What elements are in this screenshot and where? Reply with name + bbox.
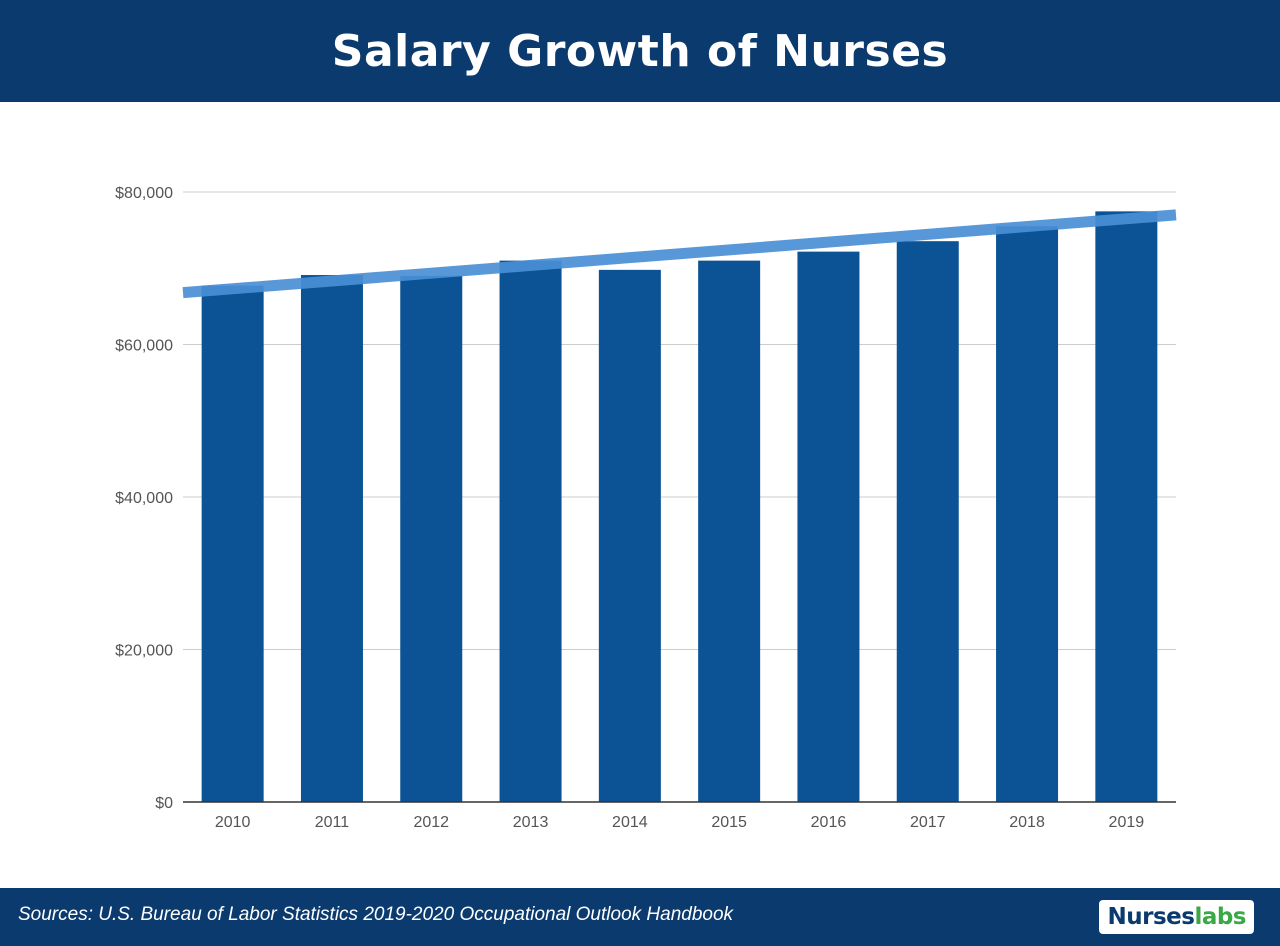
header-bar: Salary Growth of Nurses (0, 0, 1280, 102)
x-tick-label: 2014 (612, 814, 648, 831)
bar-2017 (896, 241, 959, 802)
x-tick-label: 2017 (910, 814, 946, 831)
x-tick-label: 2010 (215, 814, 251, 831)
x-tick-label: 2016 (811, 814, 847, 831)
trendline (182, 209, 1177, 299)
y-tick-label: $0 (155, 795, 173, 812)
nurseslabs-logo[interactable]: Nurses labs (1099, 900, 1254, 934)
bar-2015 (698, 260, 761, 802)
bars (201, 211, 1158, 802)
y-axis-ticks: $0 $20,000 $40,000 $60,000 $80,000 (115, 185, 173, 812)
x-tick-label: 2019 (1109, 814, 1145, 831)
bar-2014 (598, 269, 661, 802)
bar-2013 (499, 260, 562, 802)
bar-2011 (300, 275, 363, 802)
source-note: Sources: U.S. Bureau of Labor Statistics… (18, 904, 734, 925)
bar-2018 (996, 226, 1059, 802)
x-tick-label: 2013 (513, 814, 549, 831)
x-tick-label: 2015 (711, 814, 747, 831)
trend-layer (182, 209, 1177, 299)
x-tick-label: 2012 (413, 814, 449, 831)
bar-2010 (201, 285, 264, 802)
bar-2019 (1095, 211, 1158, 802)
y-tick-label: $60,000 (115, 338, 173, 355)
y-tick-label: $40,000 (115, 490, 173, 507)
chart-area: $0 $20,000 $40,000 $60,000 $80,000 2010 2011 2… (0, 102, 1280, 888)
x-tick-label: 2018 (1009, 814, 1045, 831)
logo-text-nurses: Nurses (1107, 904, 1195, 930)
footer-bar: Sources: U.S. Bureau of Labor Statistics… (0, 888, 1280, 946)
logo-text-labs: labs (1194, 904, 1246, 930)
bar-2016 (797, 251, 860, 802)
x-axis-ticks: 2010 2011 2012 2013 2014 2015 2016 2017 2018 2019 (215, 814, 1144, 831)
page-title: Salary Growth of Nurses (331, 25, 949, 77)
x-tick-label: 2011 (315, 814, 350, 831)
y-tick-label: $20,000 (115, 643, 173, 660)
y-tick-label: $80,000 (115, 185, 173, 202)
bar-chart: $0$20,000$40,000$60,000$80,000 2010 2011 2… (115, 185, 1177, 831)
bar-2012 (400, 275, 463, 802)
